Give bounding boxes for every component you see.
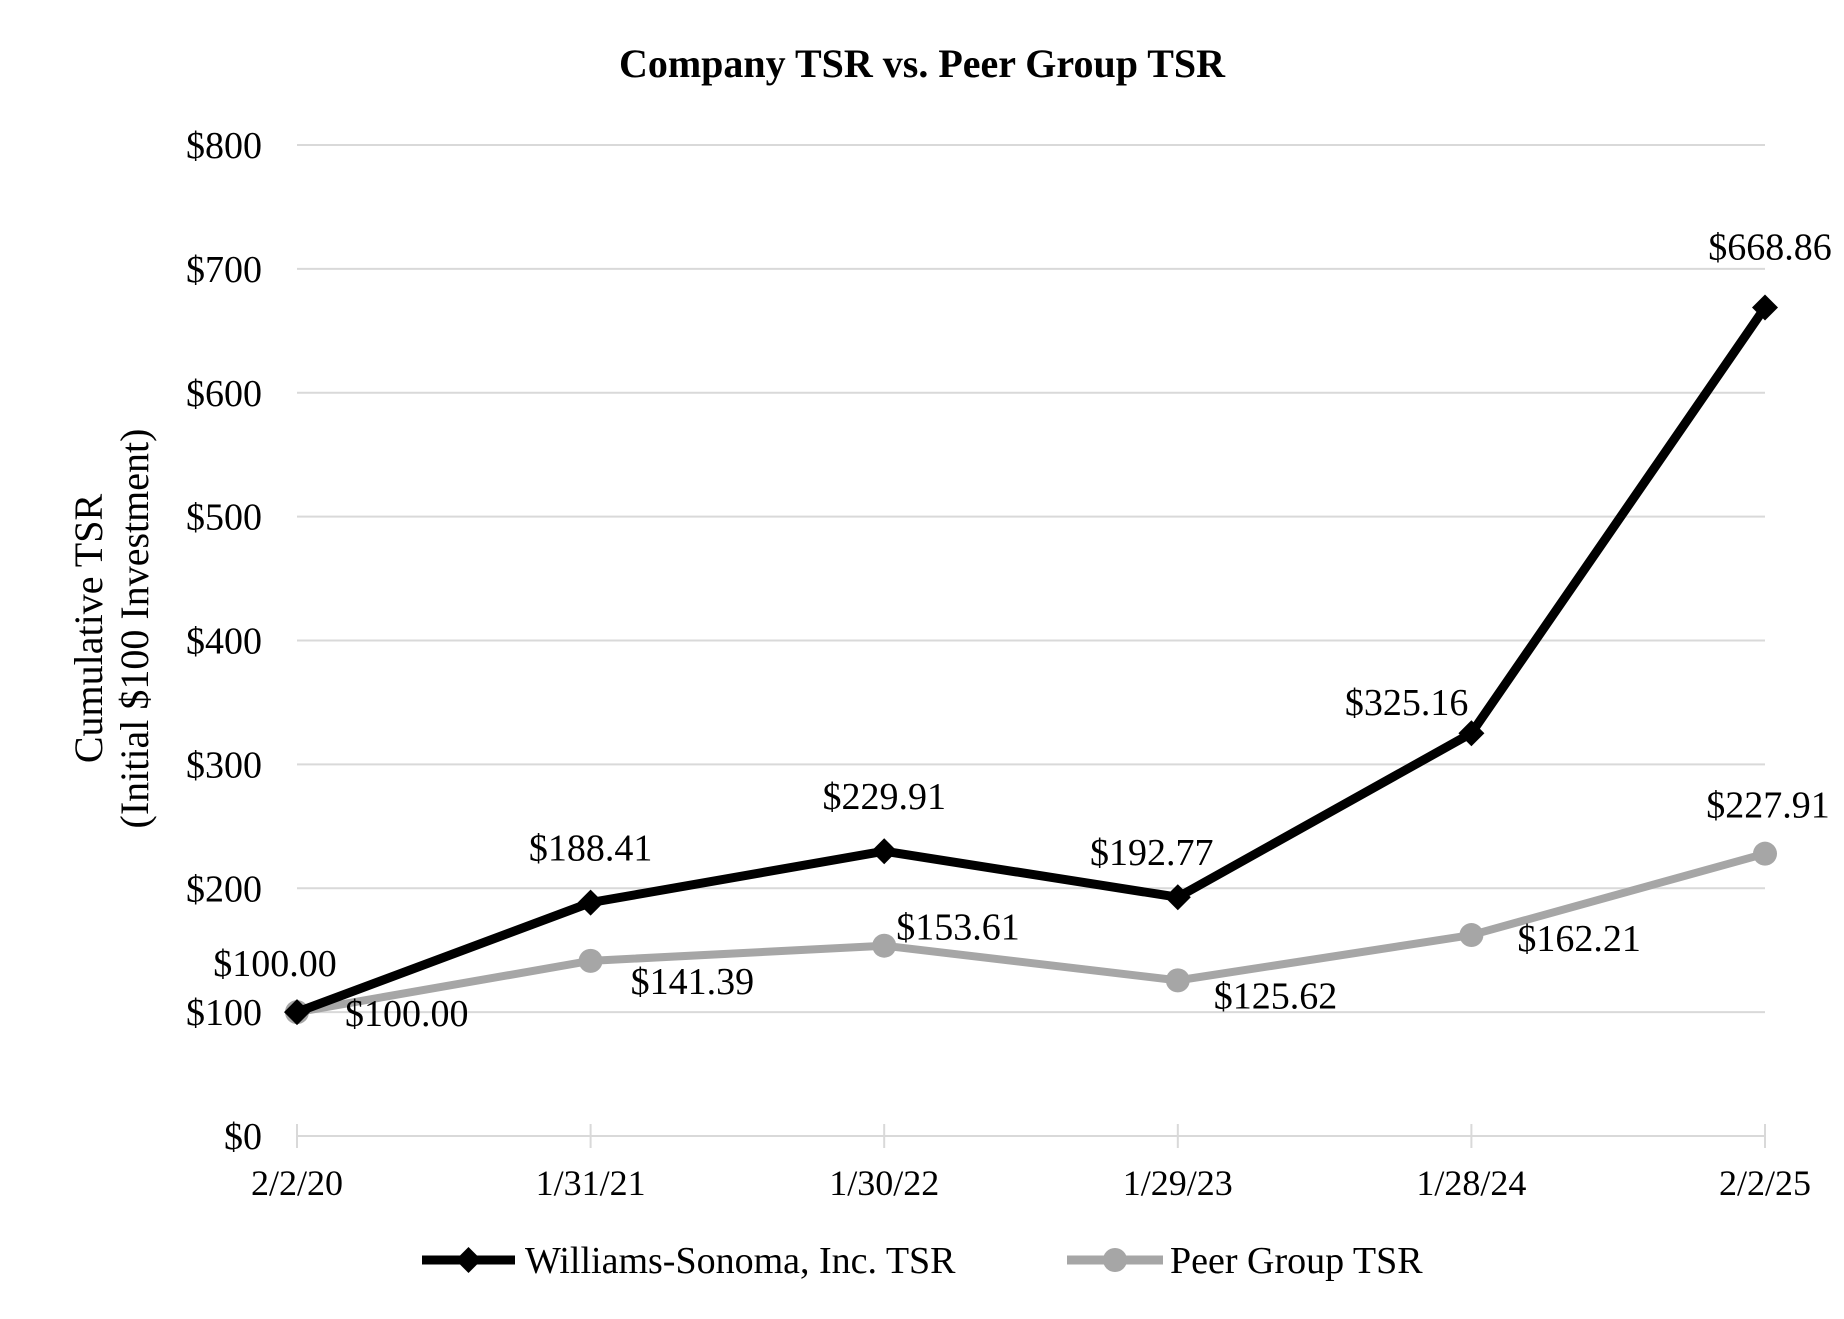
peer-point: [1753, 841, 1777, 866]
peer-data-label: $162.21: [1517, 918, 1641, 960]
y-tick-label: $300: [186, 744, 262, 786]
y-tick-label: $0: [224, 1116, 262, 1158]
y-tick-label: $700: [186, 249, 262, 291]
company-data-label: $100.00: [213, 943, 337, 985]
peer-line: [296, 849, 1767, 1017]
company-point: [284, 999, 310, 1026]
company-point: [1164, 884, 1191, 911]
peer-point: [1459, 923, 1484, 948]
x-axis: 2/2/20 1/31/21 1/30/22 1/29/23 1/28/24 2/2/25: [251, 1124, 1811, 1203]
company-data-label: $192.77: [1090, 832, 1214, 874]
legend-marker: [1103, 1248, 1127, 1272]
peer-data-label: $227.91: [1706, 785, 1830, 827]
legend-label: Williams-Sonoma, Inc. TSR: [525, 1240, 956, 1282]
peer-data-label: $125.62: [1214, 975, 1338, 1017]
series-company: [284, 294, 1778, 1026]
x-tick-label: 1/31/21: [536, 1163, 646, 1203]
y-axis-title-line1: Cumulative TSR: [66, 494, 111, 764]
y-tick-label: $400: [186, 621, 262, 663]
peer-point: [1165, 968, 1190, 993]
legend-marker: [455, 1247, 482, 1273]
company-point: [577, 889, 604, 916]
y-axis-title: Cumulative TSR (Initial $100 Investment): [66, 429, 157, 829]
y-tick-label: $600: [186, 373, 262, 415]
company-point: [1752, 294, 1778, 321]
x-tick-label: 1/30/22: [829, 1163, 939, 1203]
company-data-label: $325.16: [1345, 682, 1469, 724]
y-axis-title-line2: (Initial $100 Investment): [112, 429, 157, 829]
chart-title: Company TSR vs. Peer Group TSR: [619, 41, 1226, 86]
peer-data-label: $100.00: [345, 993, 469, 1035]
y-tick-labels: $0 $100 $200 $300 $400 $500 $600 $700 $800: [186, 125, 262, 1158]
x-tick-label: 1/29/23: [1123, 1163, 1233, 1203]
series-lines: [284, 294, 1778, 1026]
company-data-label: $188.41: [529, 828, 653, 870]
peer-point: [578, 948, 603, 973]
y-tick-label: $500: [186, 497, 262, 539]
company-data-label: $229.91: [822, 776, 946, 818]
legend-item-peer: Peer Group TSR: [1067, 1240, 1423, 1282]
legend: Williams-Sonoma, Inc. TSR Peer Group TSR: [422, 1240, 1423, 1282]
company-line: [295, 304, 1769, 1017]
peer-data-label: $153.61: [896, 907, 1020, 949]
y-tick-label: $100: [186, 992, 262, 1034]
gridlines: [297, 144, 1765, 1014]
company-data-label: $668.86: [1708, 226, 1832, 268]
legend-label: Peer Group TSR: [1170, 1240, 1423, 1282]
x-tick-label: 2/2/20: [251, 1163, 343, 1203]
data-labels: $100.00 $188.41 $229.91 $192.77 $325.16 $668.…: [213, 226, 1832, 1035]
legend-item-company: Williams-Sonoma, Inc. TSR: [422, 1240, 956, 1282]
company-point: [871, 838, 898, 865]
peer-data-label: $141.39: [631, 961, 755, 1003]
y-tick-label: $200: [186, 868, 262, 910]
peer-point: [872, 933, 897, 958]
x-tick-label: 1/28/24: [1416, 1163, 1526, 1203]
y-tick-label: $800: [186, 125, 262, 167]
company-point: [1458, 720, 1485, 747]
x-tick-label: 2/2/25: [1719, 1163, 1811, 1203]
